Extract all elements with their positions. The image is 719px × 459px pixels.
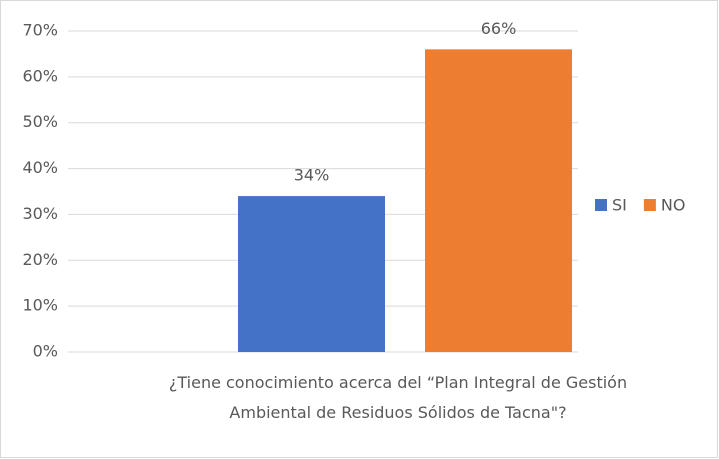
legend-label: SI: [612, 196, 627, 215]
y-tick-label: 10%: [22, 296, 58, 315]
data-label: 66%: [481, 19, 517, 38]
legend-swatch: [643, 199, 656, 211]
bar: [238, 196, 385, 352]
bar: [425, 49, 572, 352]
data-label: 34%: [294, 166, 330, 185]
x-tick-label: ¿Tiene conocimiento acerca del “Plan Int…: [168, 373, 628, 422]
y-tick-label: 70%: [22, 21, 58, 40]
y-tick-label: 20%: [22, 250, 58, 269]
y-tick-label: 60%: [22, 66, 58, 85]
y-tick-label: 40%: [22, 158, 58, 177]
legend-swatch: [595, 199, 607, 211]
y-tick-label: 50%: [22, 112, 58, 131]
y-tick-label: 0%: [33, 342, 58, 361]
y-tick-label: 30%: [22, 204, 58, 223]
legend-label: NO: [661, 196, 686, 215]
